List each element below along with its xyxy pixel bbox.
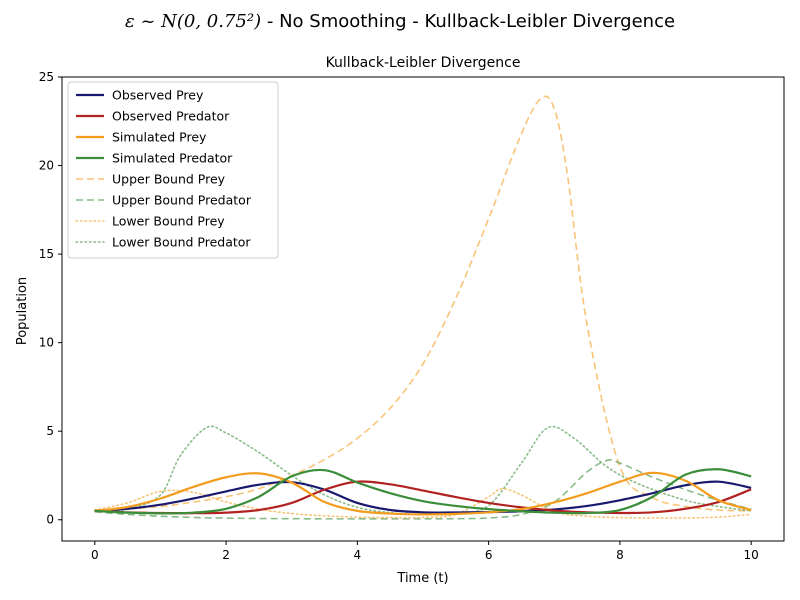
y-tick-label: 25 [39,70,54,84]
legend-entry: Observed Prey [76,88,204,103]
axes-frame [61,76,785,542]
y-axis-label: Population [15,277,30,345]
x-tick-label: 10 [744,548,759,562]
legend-label: Lower Bound Prey [112,214,225,229]
x-tick-label: 8 [616,548,624,562]
suptitle-text: - No Smoothing - Kullback-Leibler Diverg… [261,11,676,32]
series-line-lower-bound-prey [94,487,752,519]
figure-suptitle: ε ~ N(0, 0.75²) - No Smoothing - Kullbac… [0,11,800,32]
legend-entry: Simulated Prey [76,130,207,145]
x-axis-label: Time (t) [396,571,448,586]
y-tick-label: 5 [46,424,54,438]
legend-label: Simulated Prey [112,130,207,145]
legend-label: Upper Bound Prey [112,172,226,187]
legend-label: Simulated Predator [112,151,233,166]
legend-entry: Observed Predator [76,109,230,124]
y-tick-label: 20 [39,159,54,173]
legend-label: Lower Bound Predator [112,235,251,250]
series-line-upper-bound-prey [94,95,752,512]
legend-box [67,81,279,259]
axes: 0 2 4 6 8 10 0 5 10 15 20 25 [39,70,785,562]
series-line-simulated-predator [94,468,752,515]
legend-entry: Lower Bound Predator [75,235,251,250]
x-tick-label: 0 [91,548,99,562]
x-tick-label: 4 [354,548,362,562]
series-line-upper-bound-predator [94,459,752,520]
legend-entry: Upper Bound Prey [76,172,226,187]
chart-title: Kullback-Leibler Divergence [326,55,521,71]
series-line-observed-prey [94,480,752,514]
legend-entry: Simulated Predator [76,151,233,166]
series-line-observed-predator [94,480,752,515]
y-tick-label: 15 [39,247,54,261]
suptitle-math: ε ~ N(0, 0.75²) [124,11,262,32]
legend-entry: Upper Bound Predator [76,193,252,208]
legend: Observed Prey Observed Predator Simulated … [67,81,279,259]
legend-label: Observed Predator [112,109,230,124]
legend-label: Upper Bound Predator [112,193,252,208]
x-tick-label: 2 [222,548,230,562]
y-tick-label: 0 [46,513,54,527]
y-tick-label: 10 [39,336,54,350]
x-tick-label: 6 [485,548,493,562]
legend-entry: Lower Bound Prey [75,214,225,229]
legend-label: Observed Prey [112,88,204,103]
series-line-simulated-prey [94,471,752,516]
plot-area [94,95,752,520]
